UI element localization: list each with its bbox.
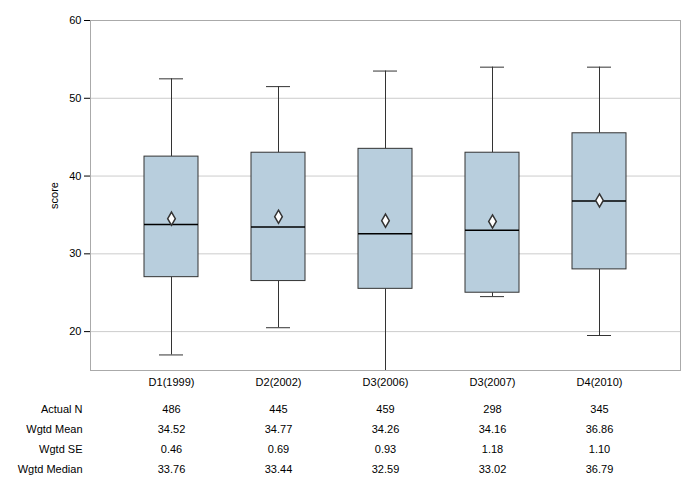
svg-text:1.10: 1.10 [589,443,610,455]
svg-text:40: 40 [69,170,81,182]
svg-text:33.02: 33.02 [479,463,507,475]
svg-text:34.26: 34.26 [372,423,400,435]
svg-text:score: score [48,182,60,209]
svg-text:32.59: 32.59 [372,463,400,475]
svg-text:0.69: 0.69 [268,443,289,455]
svg-text:Wgtd Median: Wgtd Median [18,463,83,475]
svg-text:33.44: 33.44 [265,463,293,475]
svg-text:34.16: 34.16 [479,423,507,435]
svg-text:36.79: 36.79 [586,463,614,475]
svg-text:33.76: 33.76 [158,463,186,475]
svg-text:0.46: 0.46 [161,443,182,455]
svg-text:1.18: 1.18 [482,443,503,455]
svg-text:Wgtd Mean: Wgtd Mean [26,423,82,435]
svg-text:298: 298 [483,403,501,415]
svg-text:D4(2010): D4(2010) [577,376,623,388]
svg-text:D3(2007): D3(2007) [470,376,516,388]
svg-text:D2(2002): D2(2002) [256,376,302,388]
svg-text:445: 445 [269,403,287,415]
svg-text:50: 50 [69,92,81,104]
svg-text:60: 60 [69,14,81,26]
svg-text:36.86: 36.86 [586,423,614,435]
svg-text:486: 486 [162,403,180,415]
svg-text:34.52: 34.52 [158,423,186,435]
svg-text:30: 30 [69,247,81,259]
svg-text:459: 459 [376,403,394,415]
svg-text:345: 345 [590,403,608,415]
svg-text:Wgtd SE: Wgtd SE [39,443,82,455]
svg-text:D3(2006): D3(2006) [363,376,409,388]
svg-text:34.77: 34.77 [265,423,293,435]
svg-text:20: 20 [69,325,81,337]
svg-text:D1(1999): D1(1999) [149,376,195,388]
svg-text:0.93: 0.93 [375,443,396,455]
svg-text:Actual N: Actual N [41,403,83,415]
